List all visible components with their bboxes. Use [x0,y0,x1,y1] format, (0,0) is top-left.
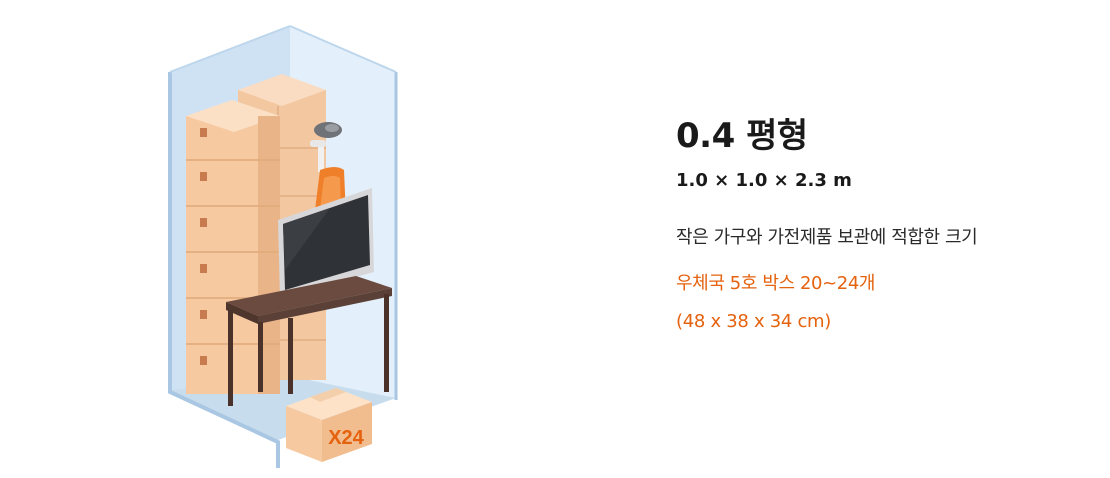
unit-title: 0.4 평형 [676,116,808,156]
unit-description: 작은 가구와 가전제품 보관에 적합한 크기 [676,227,978,248]
box-stack-front [186,100,280,394]
desk-icon [226,276,392,406]
unit-info-panel: 0.4 평형 1.0 × 1.0 × 2.3 m 작은 가구와 가전제품 보관에… [676,116,1096,334]
storage-unit-illustration: X24 [160,20,410,470]
box-capacity: 우체국 5호 박스 20~24개 [676,273,876,294]
box-count-label: X24 [328,427,364,449]
unit-dimensions: 1.0 × 1.0 × 2.3 m [676,170,852,191]
floor-box [286,388,372,462]
storage-room-svg: X24 [168,25,398,468]
box-size: (48 x 38 x 34 cm) [676,311,832,332]
room-edge-left [168,72,280,468]
lamp-icon [310,122,342,172]
